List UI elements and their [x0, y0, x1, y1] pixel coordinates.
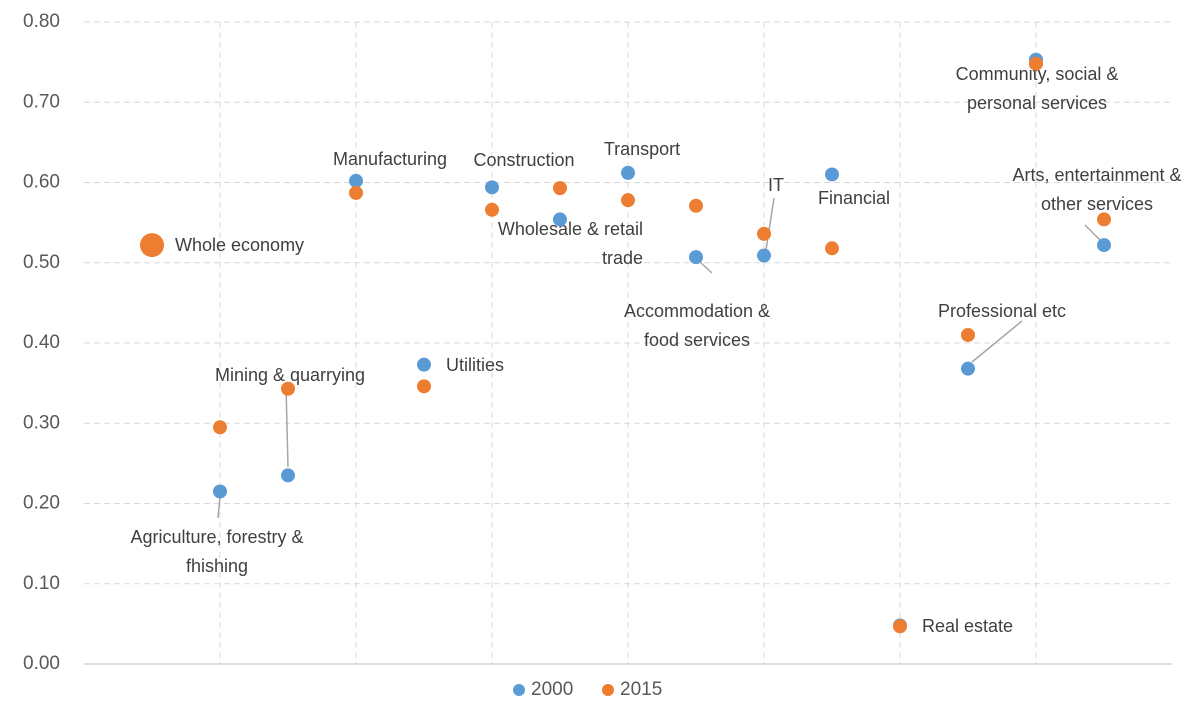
point: [140, 233, 164, 258]
point-label: Professional etc: [938, 301, 1066, 321]
point-label: Utilities: [446, 355, 504, 375]
point: [281, 381, 295, 396]
point: [1029, 56, 1043, 71]
point: [825, 167, 839, 182]
point: [757, 226, 771, 241]
point-label: Transport: [604, 139, 680, 159]
point: [349, 185, 363, 200]
point-label: IT: [768, 175, 784, 195]
point: [1097, 238, 1111, 253]
legend-marker: [513, 684, 525, 696]
point-label: Community, social &: [956, 64, 1119, 84]
point: [281, 468, 295, 483]
point-label: Agriculture, forestry &: [130, 527, 303, 547]
point-label: personal services: [967, 93, 1107, 113]
y-tick-label: 0.80: [23, 11, 60, 32]
point-label: Accommodation &: [624, 301, 770, 321]
legend-marker: [602, 684, 614, 696]
point: [349, 173, 363, 188]
y-tick-label: 0.00: [23, 653, 60, 674]
point-label: trade: [602, 248, 643, 268]
y-tick-label: 0.50: [23, 252, 60, 273]
y-tick-label: 0.60: [23, 172, 60, 193]
point: [553, 212, 567, 227]
point: [621, 193, 635, 208]
point: [485, 180, 499, 195]
leader-line: [1084, 224, 1103, 243]
point: [1097, 212, 1111, 227]
point-label: Arts, entertainment &: [1012, 165, 1181, 185]
y-tick-label: 0.20: [23, 493, 60, 514]
point-label: Financial: [818, 188, 890, 208]
point-label: food services: [644, 330, 750, 350]
point-label: Wholesale & retail: [498, 219, 643, 239]
point-label: Construction: [473, 150, 574, 170]
y-tick-label: 0.40: [23, 332, 60, 353]
legend-label: 2000: [531, 679, 573, 700]
point: [757, 248, 771, 263]
point-label: fhishing: [186, 556, 248, 576]
point: [485, 202, 499, 217]
leader-line: [765, 197, 775, 251]
point: [825, 241, 839, 256]
point: [417, 357, 431, 372]
y-tick-label: 0.10: [23, 573, 60, 594]
leader-line: [971, 320, 1023, 363]
point: [213, 420, 227, 435]
point: [689, 250, 703, 265]
y-tick-label: 0.70: [23, 91, 60, 112]
leader-line: [285, 384, 289, 468]
legend-label: 2015: [620, 679, 662, 700]
point-label: Real estate: [922, 616, 1013, 636]
point-label: Mining & quarrying: [215, 365, 365, 385]
leader-line: [217, 496, 221, 519]
point: [213, 484, 227, 499]
point: [961, 327, 975, 342]
leader-line: [699, 261, 713, 274]
point: [553, 181, 567, 196]
point-label: Whole economy: [175, 235, 304, 255]
y-tick-label: 0.30: [23, 412, 60, 433]
point: [417, 379, 431, 394]
point-label: Manufacturing: [333, 149, 447, 169]
point: [621, 165, 635, 180]
point: [893, 619, 907, 634]
point-label: other services: [1041, 194, 1153, 214]
point: [961, 361, 975, 376]
point: [689, 198, 703, 213]
